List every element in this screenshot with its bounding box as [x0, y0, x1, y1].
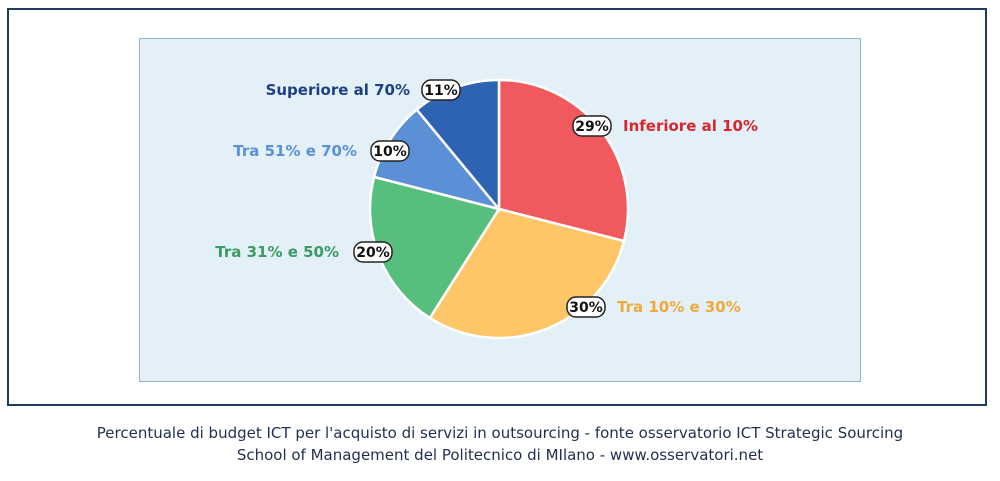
data-label-text: 20% — [356, 245, 390, 261]
category-label-superiore-70: Superiore al 70% — [266, 81, 410, 99]
data-label-box — [370, 140, 410, 162]
category-label-tra-51-70: Tra 51% e 70% — [233, 142, 357, 160]
data-label-text: 10% — [373, 144, 407, 160]
data-label-box — [572, 115, 612, 137]
pie-slice-tra-51-70 — [372, 107, 503, 212]
data-label-superiore-70: 11% — [421, 79, 461, 101]
data-label-inferiore-10: 29% — [572, 115, 612, 137]
category-label-inferiore-10: Inferiore al 10% — [623, 117, 758, 135]
data-label-box — [566, 296, 606, 318]
data-label-text: 11% — [424, 83, 458, 99]
plot-area: 29% Inferiore al 10% 30% Tra 10% e 30% 20% Tr… — [139, 38, 861, 382]
data-label-tra-51-70: 10% — [370, 140, 410, 162]
pie-chart: 29% Inferiore al 10% 30% Tra 10% e 30% 20% Tr… — [215, 78, 758, 340]
data-label-box — [421, 79, 461, 101]
category-label-tra-10-30: Tra 10% e 30% — [617, 298, 741, 316]
caption-line-1: Percentuale di budget ICT per l'acquisto… — [96, 424, 904, 442]
data-label-text: 30% — [569, 300, 603, 316]
data-label-box — [353, 241, 393, 263]
data-label-text: 29% — [575, 119, 609, 135]
chart-caption: Percentuale di budget ICT per l'acquisto… — [0, 422, 1000, 466]
caption-line-2: School of Management del Politecnico di … — [236, 446, 764, 464]
data-label-tra-31-50: 20% — [353, 241, 393, 263]
data-label-tra-10-30: 30% — [566, 296, 606, 318]
category-label-tra-31-50: Tra 31% e 50% — [215, 243, 339, 261]
